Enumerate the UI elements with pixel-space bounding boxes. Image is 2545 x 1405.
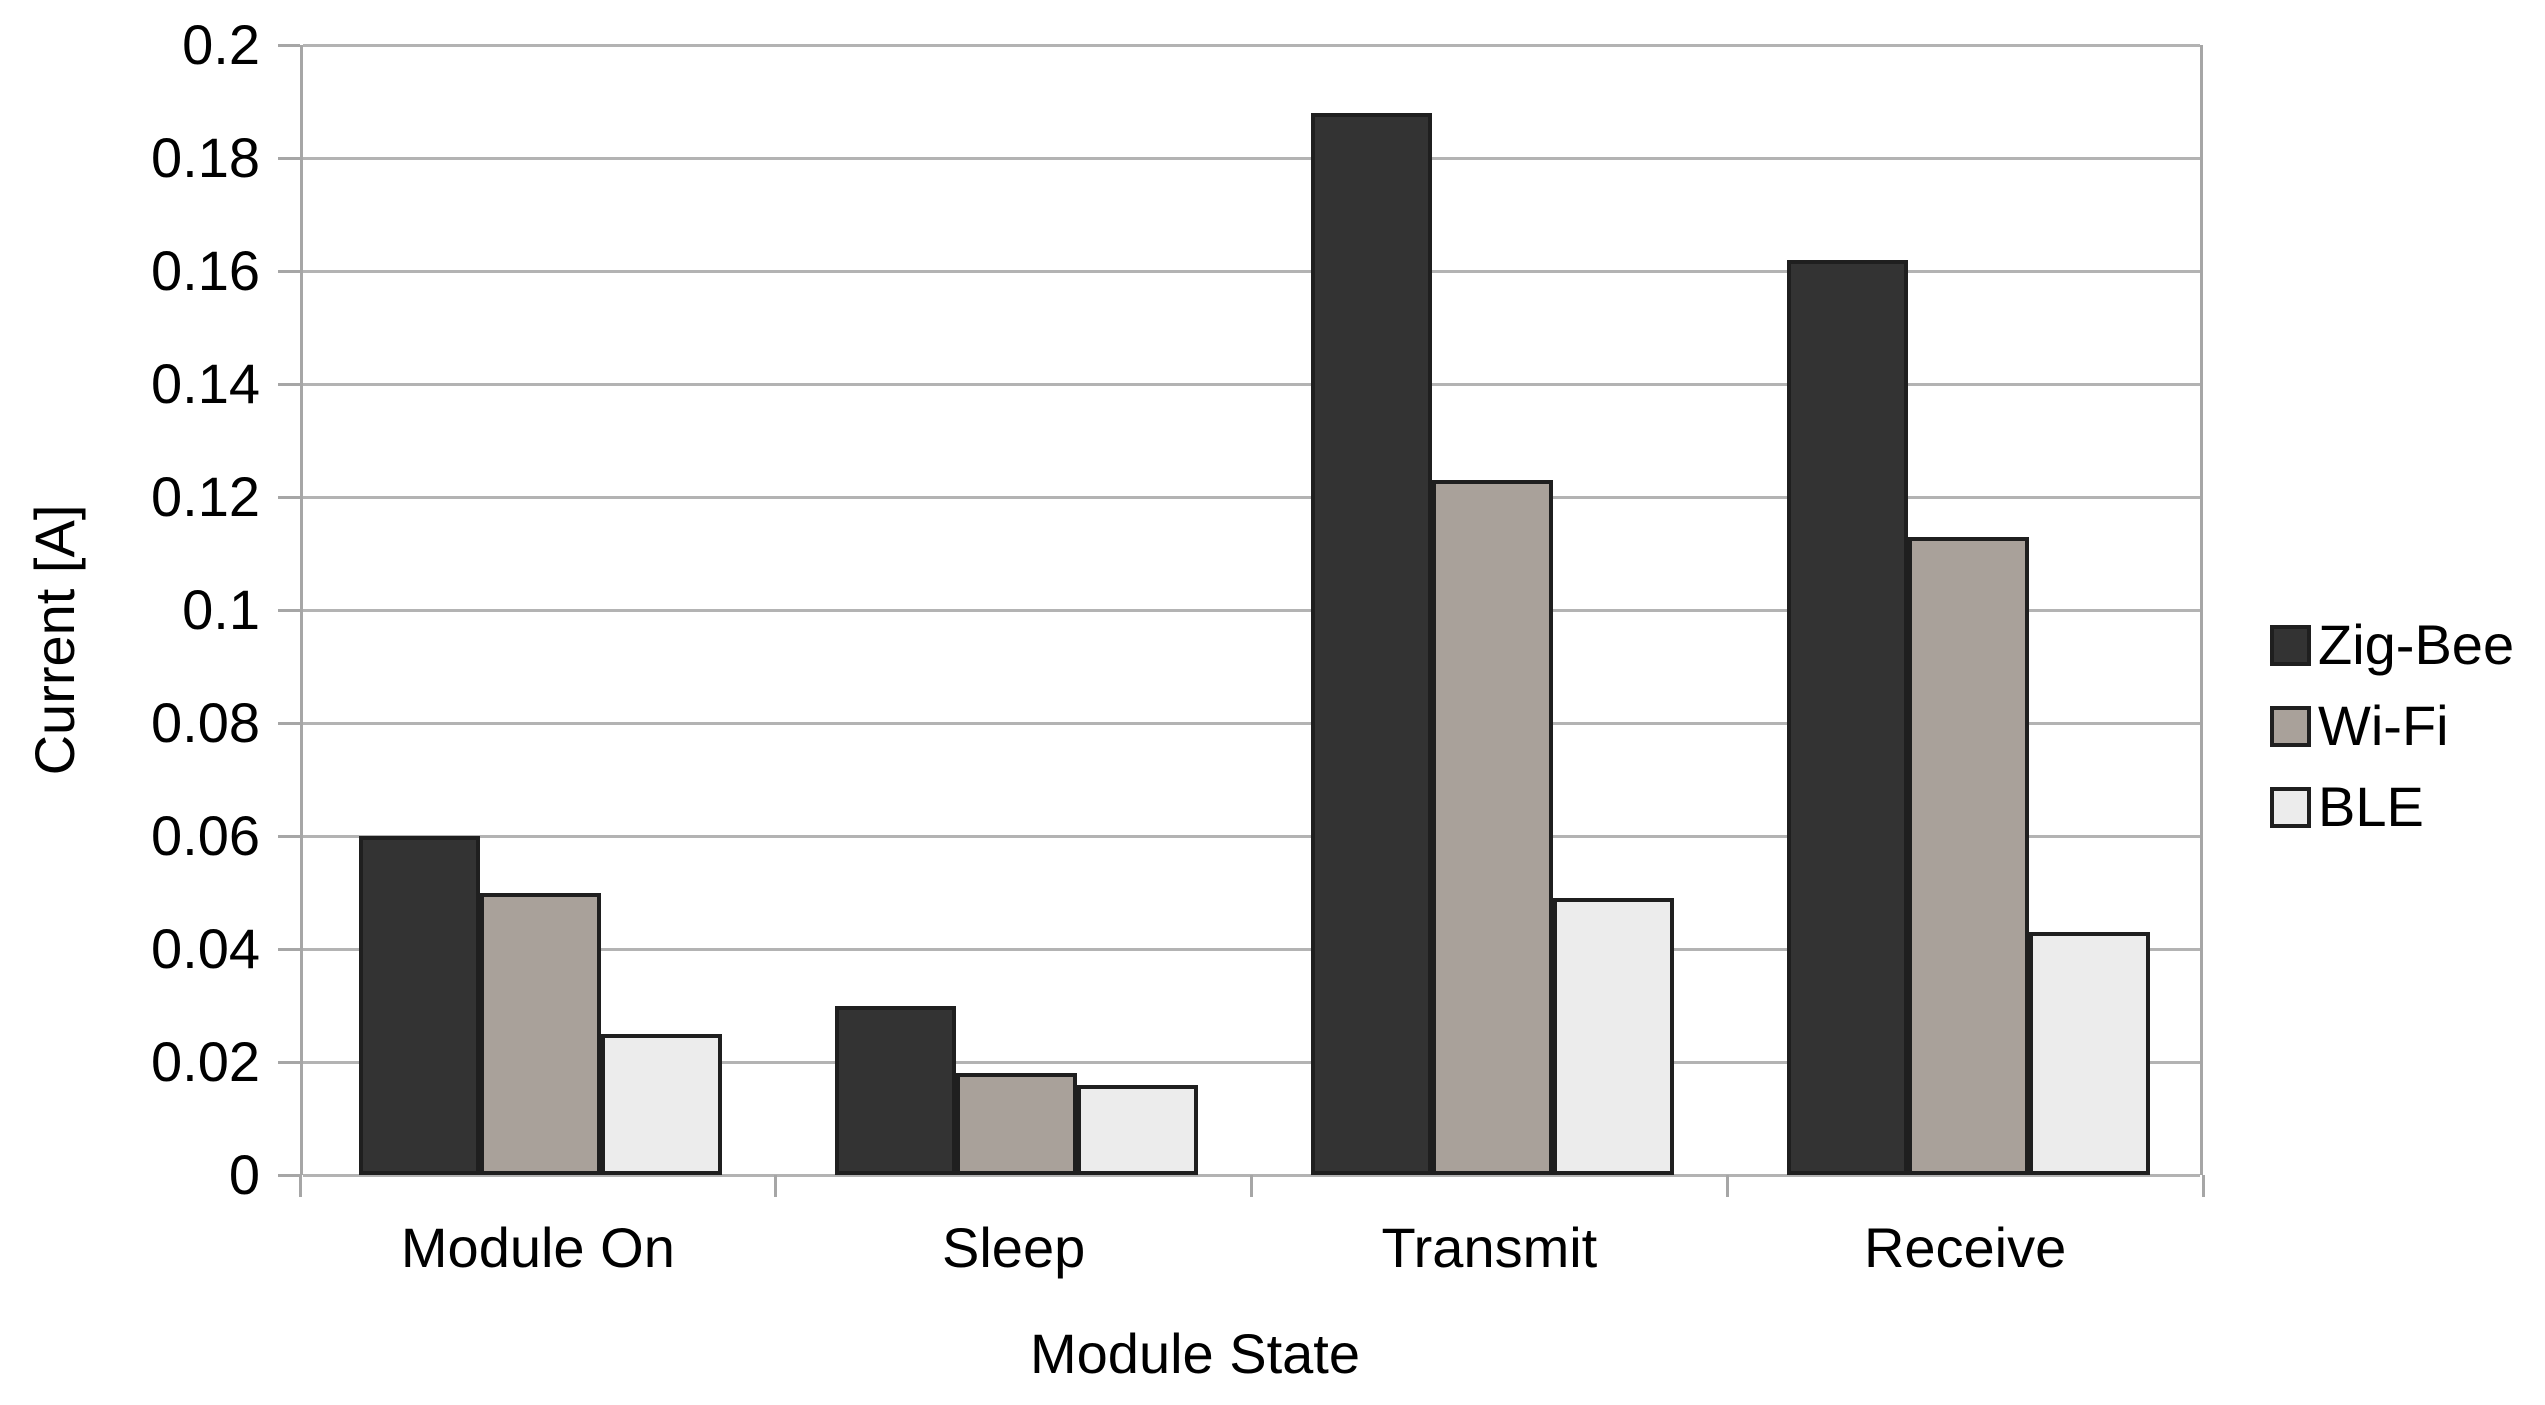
y-tick-0.12 — [278, 495, 300, 499]
legend-label-zig-bee: Zig-Bee — [2318, 613, 2515, 676]
gridline-y-0.06 — [303, 834, 2200, 838]
category-label-receive: Receive — [1863, 1216, 2067, 1279]
y-tick-0.08 — [278, 721, 300, 725]
legend-swatch-zig-bee-icon — [2270, 624, 2311, 666]
y-tick-0.06 — [278, 834, 300, 838]
bar-zig-bee-transmit — [1310, 112, 1432, 1175]
y-tick-label-0.18: 0.18 — [151, 126, 260, 189]
category-label-transmit: Transmit — [1381, 1216, 1598, 1279]
legend-label-wi-fi: Wi-Fi — [2318, 694, 2449, 757]
gridline-y-0.2 — [303, 43, 2200, 47]
y-tick-0.18 — [278, 156, 300, 160]
plot-area — [278, 43, 2203, 1177]
category-label-sleep: Sleep — [942, 1216, 1086, 1279]
y-tick-label-0.1: 0.1 — [182, 578, 260, 641]
gridline-y-0.12 — [303, 495, 2200, 499]
bar-wi-fi-sleep — [956, 1073, 1078, 1175]
y-tick-0.1 — [278, 608, 300, 612]
y-tick-label-0.08: 0.08 — [151, 691, 260, 754]
y-tick-label-0.04: 0.04 — [151, 917, 260, 980]
y-tick-label-0.12: 0.12 — [151, 465, 260, 528]
y-tick-0.14 — [278, 382, 300, 386]
y-tick-0.04 — [278, 947, 300, 951]
y-tick-label-0.02: 0.02 — [151, 1030, 260, 1093]
y-tick-0.16 — [278, 269, 300, 273]
bar-zig-bee-sleep — [835, 1005, 957, 1175]
y-tick-0 — [278, 1173, 300, 1177]
y-tick-label-0.14: 0.14 — [151, 352, 260, 415]
legend-item-wi-fi: Wi-Fi — [2270, 698, 2514, 754]
bar-ble-transmit — [1552, 898, 1674, 1175]
bar-ble-module-on — [601, 1033, 723, 1175]
category-label-module-on: Module On — [400, 1216, 675, 1279]
y-tick-0.2 — [278, 43, 300, 47]
x-tick-4 — [2201, 1175, 2205, 1197]
x-tick-1 — [774, 1175, 778, 1197]
legend-swatch-wi-fi-icon — [2270, 705, 2311, 747]
gridline-y-0.14 — [303, 382, 2200, 386]
legend-swatch-ble-icon — [2270, 786, 2311, 828]
gridline-y-0.02 — [303, 1060, 2200, 1064]
bar-ble-sleep — [1077, 1084, 1199, 1175]
legend-item-ble: BLE — [2270, 779, 2514, 835]
bar-ble-receive — [2028, 932, 2150, 1175]
y-tick-label-0.2: 0.2 — [182, 13, 260, 76]
gridline-y-0.04 — [303, 947, 2200, 951]
legend-item-zig-bee: Zig-Bee — [2270, 617, 2514, 673]
x-tick-2 — [1250, 1175, 1253, 1197]
gridline-y-0.08 — [303, 721, 2200, 725]
y-tick-0.02 — [278, 1060, 300, 1064]
bar-wi-fi-receive — [1907, 536, 2029, 1175]
bar-wi-fi-module-on — [480, 892, 602, 1175]
y-tick-label-0.16: 0.16 — [151, 239, 260, 302]
gridline-y-0.1 — [303, 608, 2200, 612]
bar-zig-bee-receive — [1786, 259, 1908, 1175]
legend-label-ble: BLE — [2318, 775, 2424, 838]
y-tick-label-0: 0 — [228, 1143, 260, 1206]
gridline-y-0.16 — [303, 269, 2200, 273]
x-tick-3 — [1725, 1175, 1729, 1197]
bar-wi-fi-transmit — [1431, 480, 1553, 1175]
bar-zig-bee-module-on — [359, 836, 481, 1175]
legend: Zig-Bee Wi-Fi BLE — [2270, 617, 2514, 835]
x-axis-title: Module State — [1030, 1322, 1360, 1385]
gridline-y-0.18 — [303, 156, 2200, 160]
x-tick-0 — [298, 1175, 302, 1197]
y-tick-label-0.06: 0.06 — [151, 804, 260, 867]
